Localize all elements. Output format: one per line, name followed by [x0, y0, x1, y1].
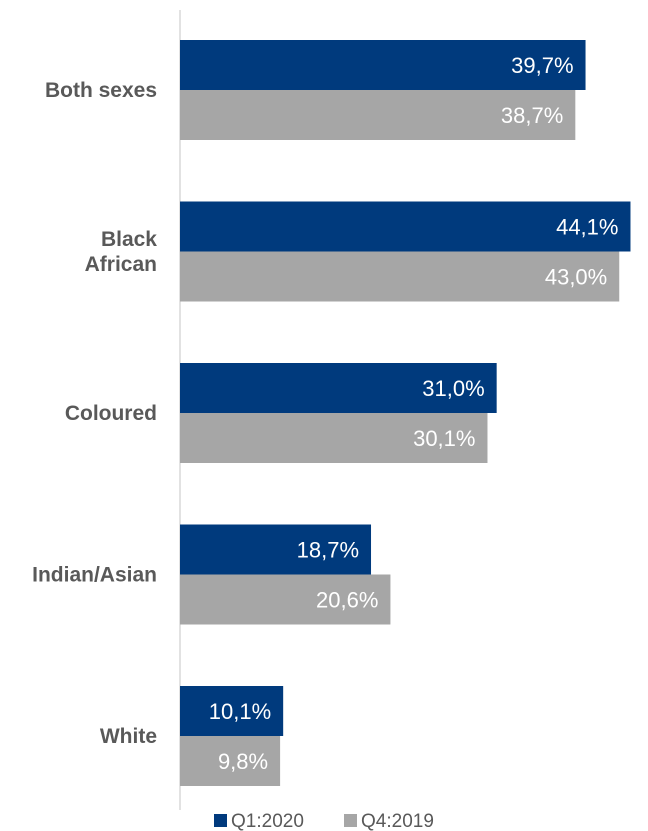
category-label-0: Both sexes	[45, 79, 157, 102]
bar-q4-2019-2	[180, 413, 488, 463]
data-label-q4-2019-1: 43,0%	[545, 265, 607, 290]
bar-q4-2019-4	[180, 736, 281, 786]
category-labels: Both sexes Black African Coloured Indian/Asi…	[32, 79, 157, 748]
bar-q4-2019-0	[180, 90, 576, 140]
category-label-line: Black	[101, 228, 157, 251]
category-label-line: African	[85, 253, 157, 276]
data-label-q4-2019-0: 38,7%	[501, 103, 563, 128]
bar-q1-2020-4	[180, 686, 284, 736]
category-label-3: Indian/Asian	[32, 564, 157, 587]
bar-q1-2020-0	[180, 40, 586, 90]
data-label-q1-2020-1: 44,1%	[556, 215, 618, 240]
data-label-q1-2020-2: 31,0%	[422, 376, 484, 401]
category-label-4: White	[100, 725, 157, 748]
category-label-line: White	[100, 725, 157, 748]
bar-q1-2020-2	[180, 363, 497, 413]
category-label-line: Both sexes	[45, 79, 157, 102]
data-label-q4-2019-2: 30,1%	[413, 426, 475, 451]
data-label-q1-2020-0: 39,7%	[511, 53, 573, 78]
bar-q1-2020-3	[180, 524, 372, 575]
category-label-2: Coloured	[65, 402, 157, 425]
bar-q1-2020-1	[180, 201, 631, 252]
bar-q4-2019-3	[180, 574, 391, 625]
data-label-q4-2019-3: 20,6%	[316, 588, 378, 613]
data-label-q1-2020-4: 10,1%	[209, 699, 271, 724]
legend: Q1:2020 Q4:2019	[214, 811, 434, 831]
legend-label-q1-2020: Q1:2020	[231, 811, 304, 831]
legend-label-q4-2019: Q4:2019	[361, 811, 434, 831]
data-label-q4-2019-4: 9,8%	[218, 749, 268, 774]
bars-layer: 39,7% 38,7% 44,1% 43,0% 31,0% 30,1% 18,7% 20,6%…	[180, 40, 631, 786]
legend-swatch-q1-2020	[214, 814, 227, 827]
category-label-line: Coloured	[65, 402, 157, 425]
bar-q4-2019-1	[180, 251, 620, 302]
category-label-line: Indian/Asian	[32, 564, 157, 587]
legend-swatch-q4-2019	[344, 814, 357, 827]
category-label-1: Black African	[85, 228, 158, 276]
data-label-q1-2020-3: 18,7%	[297, 538, 359, 563]
